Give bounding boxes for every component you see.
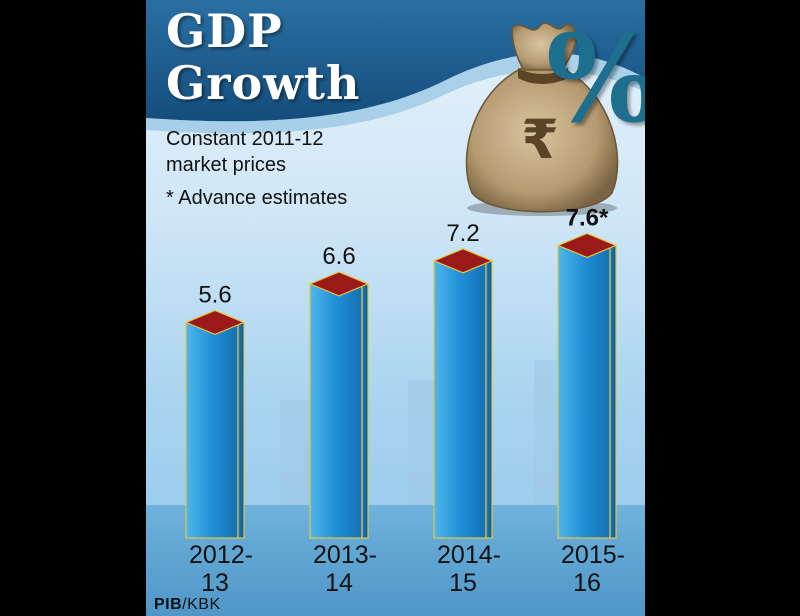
bar-face-1 (309, 283, 363, 539)
value-label-2: 7.2 (446, 220, 479, 247)
subtitle-line1: Constant 2011-12 (166, 128, 324, 150)
bar-2 (432, 248, 494, 539)
bar-top-1 (308, 271, 370, 297)
bar-face-0 (185, 321, 239, 539)
bar-face-3 (557, 244, 611, 539)
value-label-3: 7.6* (566, 204, 609, 231)
subtitle-line2: market prices (166, 154, 287, 176)
subtitle: Constant 2011-12 market prices (166, 126, 324, 178)
bar-face-2 (433, 260, 487, 539)
page-title-line2: Growth (166, 56, 361, 110)
bar-top-0 (184, 309, 246, 336)
infographic-panel: GDP Growth Constant 2011-12 market price… (146, 0, 645, 616)
bar-3 (556, 232, 618, 539)
category-label-2-0: 2014- (437, 541, 501, 569)
bar-top-3 (556, 232, 618, 259)
money-bag-icon: ₹ (452, 8, 642, 218)
bar-side-1 (361, 283, 369, 539)
category-label-3-0: 2015- (561, 541, 625, 569)
page-title-line1: GDP (166, 4, 283, 58)
bar-0 (184, 309, 246, 539)
category-label-0-0: 2012- (189, 541, 253, 569)
header-wave-highlight (146, 53, 645, 134)
bar-top-2 (432, 248, 494, 274)
advance-estimates-note: * Advance estimates (166, 187, 348, 209)
category-label-2-1: 15 (449, 569, 477, 597)
percent-symbol: % (546, 20, 645, 140)
category-label-0-1: 13 (201, 569, 229, 597)
value-label-1: 6.6 (322, 243, 355, 270)
bar-side-0 (237, 321, 245, 539)
right-margin (645, 0, 800, 616)
bar-side-2 (485, 260, 493, 539)
category-label-1-0: 2013- (313, 541, 377, 569)
rupee-symbol: ₹ (521, 108, 559, 171)
value-label-0: 5.6 (198, 281, 231, 308)
left-margin (0, 0, 146, 616)
source-credit-rest: /KBK (182, 596, 221, 613)
source-credit-bold: PIB (154, 596, 183, 613)
source-credit: PIB/KBK (154, 596, 221, 614)
bar-side-3 (609, 244, 617, 539)
category-label-1-1: 14 (325, 569, 353, 597)
bar-1 (308, 271, 370, 539)
category-label-3-1: 16 (573, 569, 601, 597)
gdp-bar-chart: 5.6 6.6 7.2 7.6* 2012-13 2013-14 2014-15 2015-… (184, 204, 625, 597)
